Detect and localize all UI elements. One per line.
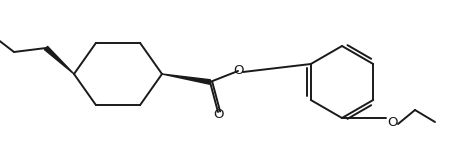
- Text: O: O: [213, 108, 223, 121]
- Text: O: O: [234, 64, 244, 77]
- Polygon shape: [44, 46, 74, 74]
- Polygon shape: [162, 74, 210, 84]
- Text: O: O: [387, 115, 397, 129]
